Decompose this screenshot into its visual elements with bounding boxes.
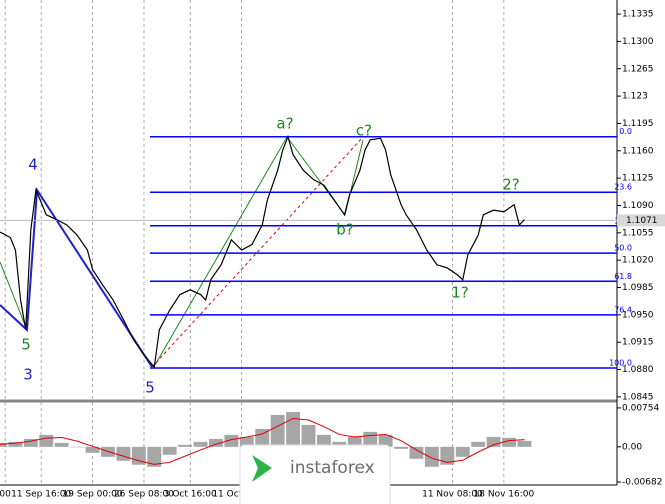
wave-label: 5 [21, 336, 31, 354]
logo-box [239, 444, 391, 504]
logo: instaforex [239, 444, 391, 504]
y-tick-label: 1.1195 [622, 119, 654, 129]
x-tick-label: 11 Nov 08:00 [422, 490, 483, 500]
fib-label: 100.0 [609, 358, 632, 367]
y-tick-label: 1.1020 [622, 256, 654, 266]
histogram-bar [270, 414, 285, 447]
histogram-bar [301, 424, 316, 447]
y-tick-label: 1.0915 [622, 338, 654, 348]
y-tick-label: 1.1125 [622, 174, 654, 184]
y-tick-label: 1.1300 [622, 37, 654, 47]
fib-label: 61.8 [614, 272, 632, 281]
y-tick-label: 1.1335 [622, 10, 654, 20]
histogram-bar [70, 446, 85, 448]
y-tick-label: 0.00 [622, 442, 642, 452]
trend-line [151, 136, 364, 368]
x-tick-label: 11 Sep 16:00 [11, 490, 71, 500]
logo-icon [252, 455, 272, 482]
y-tick-label: 1.1055 [622, 228, 654, 238]
histogram-bar [471, 441, 486, 447]
histogram-bar [517, 440, 532, 447]
x-tick-label: 18 Nov 16:00 [474, 490, 535, 500]
x-tick-label: 00 [0, 490, 11, 500]
last-price-label: 1.1071 [626, 216, 658, 226]
histogram-bar [224, 434, 239, 447]
wave-label: 3 [23, 366, 33, 384]
wave-label: 4 [28, 156, 38, 174]
histogram-bar [394, 446, 408, 449]
wave-line [154, 136, 364, 366]
fib-label: 50.0 [614, 244, 632, 253]
wave-label: c? [356, 122, 372, 140]
x-tick-label: 19 Sep 00:00 [63, 490, 123, 500]
histogram-bar [486, 436, 501, 447]
histogram-bar [286, 411, 301, 447]
y-tick-label: 1.1265 [622, 64, 654, 74]
y-tick-label: 1.0880 [622, 365, 654, 375]
wave-label: 2? [502, 176, 520, 194]
histogram-bar [178, 444, 193, 447]
histogram-bar [332, 441, 347, 447]
wave-label: a? [276, 115, 293, 133]
fib-label: 0.0 [619, 127, 632, 136]
y-tick-label: -0.00682 [622, 478, 662, 488]
histogram-bar [162, 446, 177, 455]
wave-label: b? [336, 221, 353, 239]
histogram-bar [316, 434, 331, 447]
histogram-bar [193, 441, 208, 447]
histogram-bar [147, 446, 162, 467]
histogram-bar [239, 436, 254, 447]
histogram-bar [23, 438, 38, 447]
histogram-bar [409, 446, 424, 459]
wave-line [0, 186, 153, 368]
histogram-bar [39, 434, 54, 447]
histogram-bar [347, 436, 362, 447]
y-tick-label: 1.0845 [622, 392, 654, 402]
y-tick-label: 1.0985 [622, 283, 654, 293]
fib-label: 76.4 [614, 305, 632, 314]
histogram-bar [54, 442, 69, 447]
x-tick-label: 3 Oct 16:00 [164, 490, 217, 500]
histogram-bar [424, 446, 439, 467]
y-tick-label: 1.0950 [622, 310, 654, 320]
histogram-bar [255, 428, 270, 447]
wave-label: 1? [451, 284, 469, 302]
signal-line [0, 417, 525, 465]
histogram-bar [440, 446, 455, 465]
last-price-box [617, 214, 665, 227]
price-line [0, 134, 525, 369]
histogram-bar [0, 442, 7, 447]
wave-lines [0, 136, 364, 368]
y-tick-label: 1.123 [622, 92, 648, 102]
y-tick-label: 0.00754 [622, 403, 659, 413]
x-tick-label: 26 Sep 08:00 [114, 490, 174, 500]
histogram-bar [116, 446, 131, 461]
histogram-bar [378, 434, 393, 447]
histogram-bar [131, 446, 146, 465]
wave-line [0, 261, 28, 331]
histogram-bar [8, 441, 23, 447]
histogram-bar [209, 438, 223, 447]
histogram-bar [455, 446, 470, 457]
fib-label: 23.6 [614, 183, 632, 192]
histogram-bar [85, 446, 100, 453]
wave-label: 5 [145, 379, 155, 397]
histogram-bar [502, 437, 516, 447]
y-tick-label: 1.1160 [622, 146, 654, 156]
watermark: instaforex [290, 458, 375, 478]
y-tick-label: 1.1090 [622, 201, 654, 211]
